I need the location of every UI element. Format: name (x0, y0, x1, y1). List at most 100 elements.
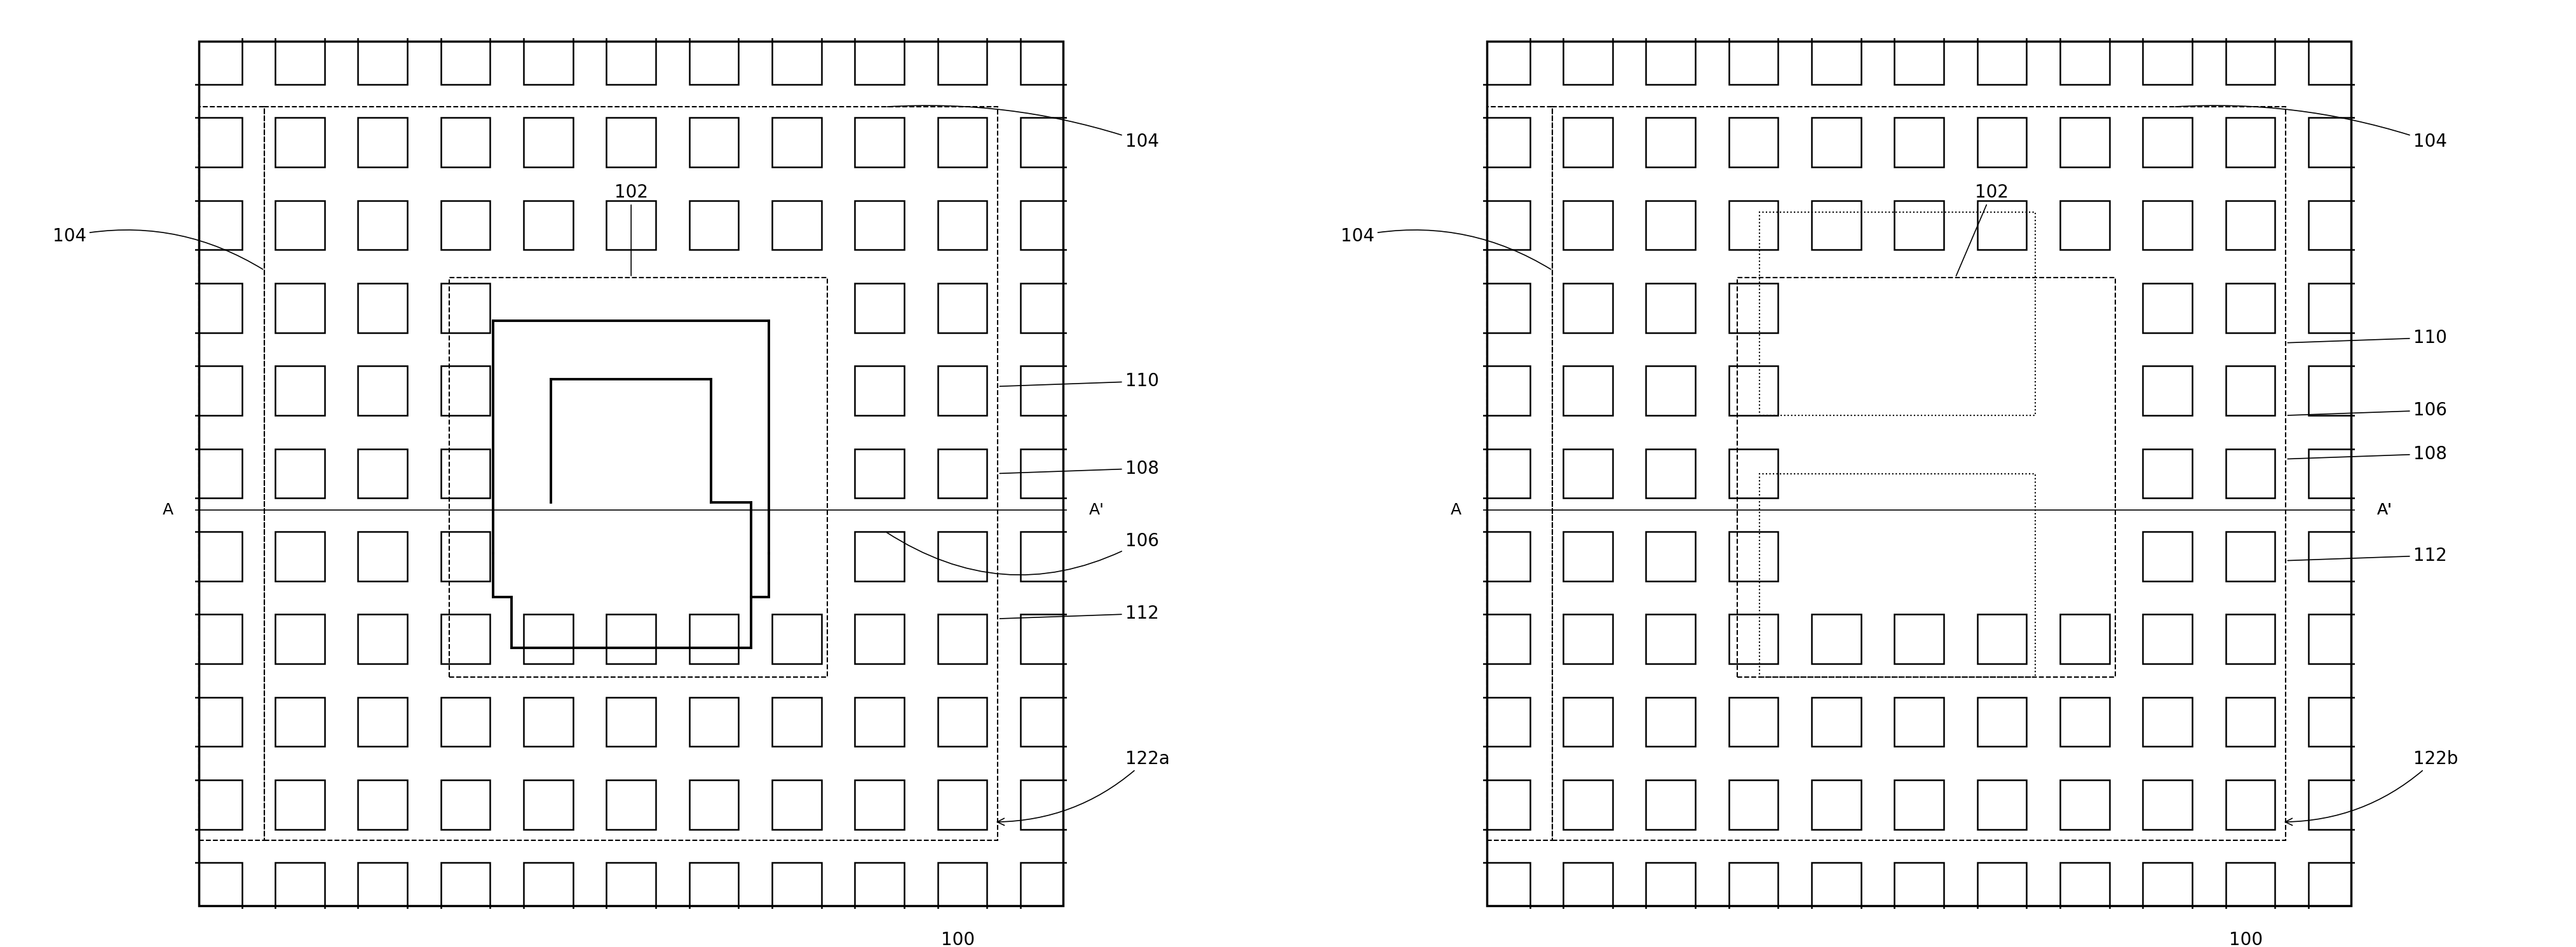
Bar (1020, 35, 1069, 84)
Bar (1728, 531, 1777, 581)
Bar (1728, 201, 1777, 250)
Bar (855, 780, 904, 830)
Text: A: A (162, 502, 173, 517)
Bar (2143, 35, 2192, 84)
Bar (855, 366, 904, 416)
Bar (193, 449, 242, 498)
Bar (440, 117, 489, 167)
Bar (938, 201, 987, 250)
Bar (1481, 615, 1530, 664)
Bar (276, 201, 325, 250)
Bar (358, 366, 407, 416)
Bar (440, 780, 489, 830)
Bar (265, 107, 997, 840)
Bar (2143, 863, 2192, 912)
Bar (1481, 366, 1530, 416)
Text: 100: 100 (940, 931, 974, 947)
Bar (1811, 780, 1860, 830)
Bar (1811, 117, 1860, 167)
Bar (690, 780, 739, 830)
Bar (358, 863, 407, 912)
Text: 106: 106 (886, 532, 1159, 575)
Bar (193, 615, 242, 664)
Bar (193, 780, 242, 830)
Bar (2143, 366, 2192, 416)
Bar (1759, 474, 2035, 677)
Bar (1020, 283, 1069, 332)
Bar (855, 201, 904, 250)
Bar (440, 697, 489, 746)
Text: 104: 104 (2174, 105, 2447, 151)
Bar (855, 697, 904, 746)
Bar (938, 283, 987, 332)
Bar (855, 117, 904, 167)
Bar (523, 201, 572, 250)
Bar (1481, 697, 1530, 746)
Bar (276, 117, 325, 167)
Bar (2061, 780, 2110, 830)
Bar (938, 366, 987, 416)
Bar (1893, 863, 1945, 912)
Text: A: A (1450, 502, 1461, 517)
Bar (1481, 449, 1530, 498)
Bar (773, 201, 822, 250)
Bar (855, 615, 904, 664)
Bar (2226, 531, 2275, 581)
Bar (523, 117, 572, 167)
Text: 122b: 122b (2285, 750, 2458, 826)
Bar (193, 863, 242, 912)
Bar (193, 117, 242, 167)
Bar (2061, 697, 2110, 746)
Bar (440, 35, 489, 84)
Bar (605, 117, 657, 167)
Bar (690, 615, 739, 664)
Bar (2308, 449, 2357, 498)
Bar (1728, 863, 1777, 912)
Text: 112: 112 (2287, 546, 2447, 564)
Bar (855, 35, 904, 84)
Bar (773, 863, 822, 912)
Bar (2308, 366, 2357, 416)
Bar (605, 201, 657, 250)
Bar (1728, 615, 1777, 664)
Bar (440, 283, 489, 332)
Bar (440, 201, 489, 250)
Bar (1646, 35, 1695, 84)
Bar (358, 449, 407, 498)
Bar (2226, 366, 2275, 416)
Bar (1481, 35, 1530, 84)
Text: 122a: 122a (997, 750, 1170, 826)
Bar (1646, 697, 1695, 746)
Bar (2143, 201, 2192, 250)
Bar (1646, 615, 1695, 664)
Bar (2143, 117, 2192, 167)
Bar (1481, 283, 1530, 332)
Bar (2308, 35, 2357, 84)
Bar (2061, 863, 2110, 912)
Bar (2143, 780, 2192, 830)
Text: 102: 102 (1955, 184, 2009, 276)
Bar (1811, 863, 1860, 912)
Bar (1646, 283, 1695, 332)
Text: 108: 108 (999, 459, 1159, 477)
Bar (276, 697, 325, 746)
Bar (1728, 449, 1777, 498)
Bar (1564, 366, 1613, 416)
Bar (1564, 780, 1613, 830)
Bar (1564, 283, 1613, 332)
Bar (440, 531, 489, 581)
Bar (276, 449, 325, 498)
Bar (193, 366, 242, 416)
Bar (2143, 697, 2192, 746)
Bar (358, 35, 407, 84)
Bar (1481, 780, 1530, 830)
Bar (440, 863, 489, 912)
Bar (605, 697, 657, 746)
Bar (523, 615, 572, 664)
Bar (1020, 117, 1069, 167)
Bar (2226, 449, 2275, 498)
Bar (1646, 201, 1695, 250)
Bar (1564, 201, 1613, 250)
Bar (1564, 531, 1613, 581)
Bar (523, 780, 572, 830)
